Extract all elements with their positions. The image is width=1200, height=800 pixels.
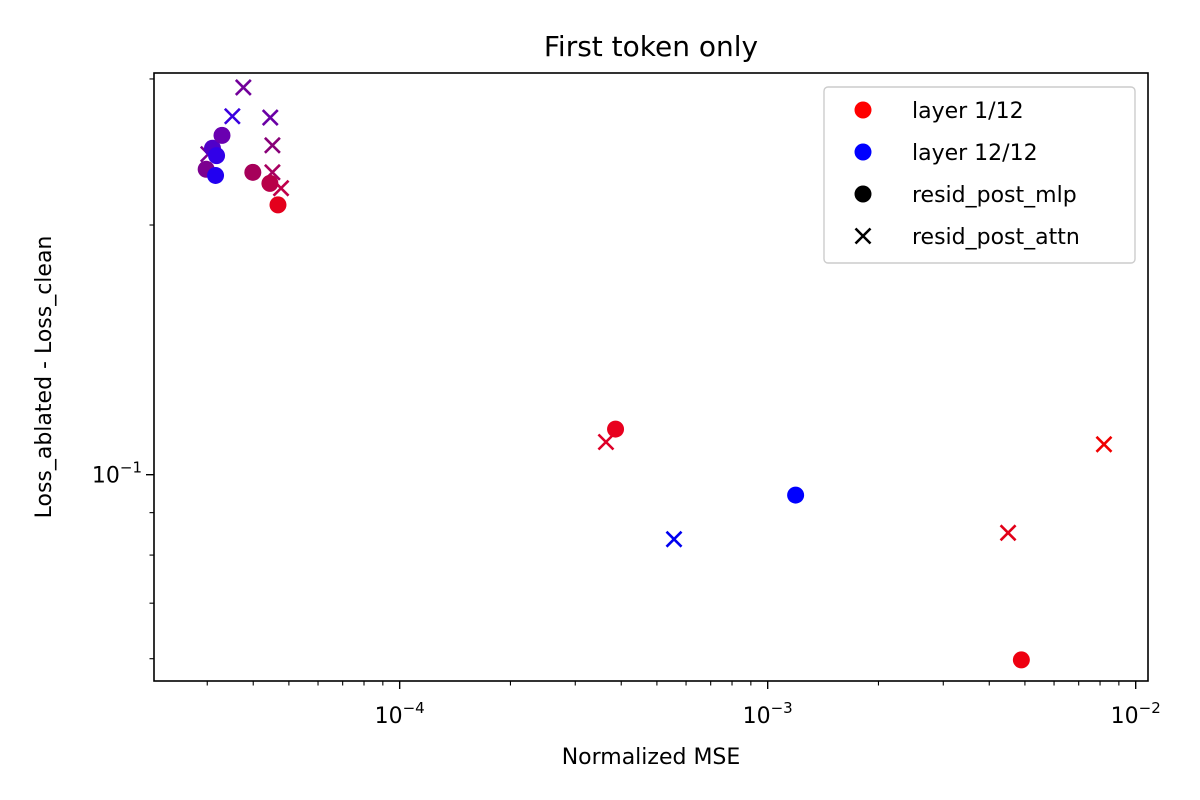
legend-marker bbox=[854, 101, 872, 119]
data-point-x bbox=[597, 433, 615, 451]
data-point-x bbox=[999, 524, 1017, 542]
x-tick-label: 10−3 bbox=[743, 699, 793, 729]
x-tick-label: 10−4 bbox=[375, 699, 425, 729]
data-point-circle bbox=[244, 163, 262, 181]
data-point-x bbox=[223, 107, 241, 125]
data-point-circle bbox=[1012, 651, 1030, 669]
data-point-circle bbox=[607, 420, 625, 438]
data-point-x bbox=[263, 136, 281, 154]
legend-box bbox=[823, 86, 1136, 264]
legend-label: resid_post_mlp bbox=[912, 183, 1077, 208]
legend-label: layer 12/12 bbox=[912, 141, 1038, 166]
data-point-circle bbox=[208, 147, 226, 165]
data-point-circle bbox=[213, 126, 231, 144]
legend-marker bbox=[854, 143, 872, 161]
chart-title: First token only bbox=[544, 30, 758, 63]
data-point-circle bbox=[261, 174, 279, 192]
legend-label: layer 1/12 bbox=[912, 99, 1024, 124]
legend-label: resid_post_attn bbox=[912, 225, 1080, 250]
data-point-x bbox=[1095, 435, 1113, 453]
data-markers bbox=[197, 79, 1113, 669]
plot-area-frame bbox=[153, 72, 1149, 682]
legend-marker bbox=[854, 185, 872, 203]
data-point-circle bbox=[207, 166, 225, 184]
axes-ticks: 10−4 10−3 10−2 10−1 bbox=[92, 78, 1161, 729]
data-point-x bbox=[261, 109, 279, 126]
legend: layer 1/12 layer 12/12 resid_post_mlpresid… bbox=[823, 86, 1136, 264]
data-point-circle bbox=[269, 196, 287, 214]
data-point-circle bbox=[787, 486, 805, 504]
data-point-x bbox=[665, 530, 683, 548]
y-tick-label: 10−1 bbox=[92, 459, 142, 489]
x-axis-label: Normalized MSE bbox=[562, 745, 741, 770]
y-axis-label: Loss_ablated - Loss_clean bbox=[32, 236, 57, 519]
data-point-x bbox=[234, 79, 252, 96]
x-tick-label: 10−2 bbox=[1111, 699, 1161, 729]
legend-marker bbox=[854, 227, 872, 245]
